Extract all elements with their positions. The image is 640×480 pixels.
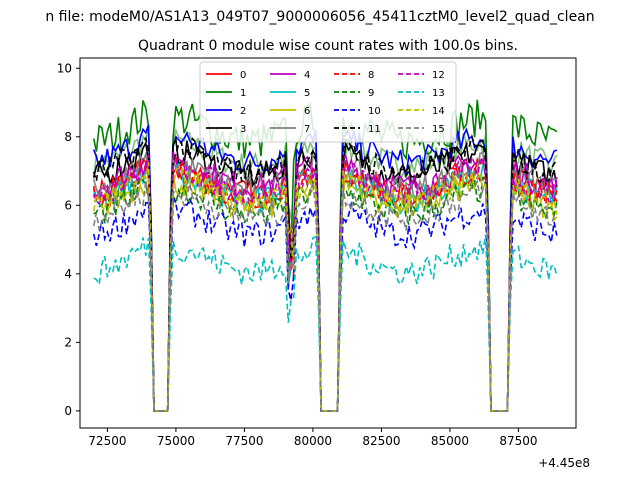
series-line-14 [92, 162, 558, 412]
series-line-15 [92, 179, 558, 412]
legend-label-5: 5 [304, 88, 310, 99]
legend-label-13: 13 [432, 88, 445, 99]
legend-label-14: 14 [432, 106, 445, 117]
x-tick-label: 82500 [362, 434, 400, 448]
x-tick-label: 72500 [88, 434, 126, 448]
x-tick-label: 80000 [294, 434, 332, 448]
y-tick-label: 8 [64, 130, 72, 144]
x-axis-offset-label: +4.45e8 [538, 456, 590, 470]
legend-label-3: 3 [240, 124, 246, 135]
legend-label-10: 10 [368, 106, 381, 117]
legend-label-2: 2 [240, 106, 246, 117]
y-tick-label: 2 [64, 335, 72, 349]
series-layer [92, 99, 558, 412]
legend-box [199, 61, 457, 143]
chart-title: Quadrant 0 module wise count rates with … [138, 38, 518, 54]
legend-label-11: 11 [368, 124, 381, 135]
legend-label-9: 9 [368, 88, 374, 99]
series-line-8 [92, 157, 558, 412]
x-axis: 72500 75000 77500 80000 82500 85000 87500 [88, 428, 538, 448]
legend-label-7: 7 [304, 124, 310, 135]
legend-label-12: 12 [432, 70, 445, 81]
y-tick-label: 10 [57, 61, 72, 75]
legend-label-4: 4 [304, 70, 310, 81]
legend-label-0: 0 [240, 70, 246, 81]
chart-suptitle: n file: modeM0/AS1A13_049T07_9000006056_… [45, 9, 594, 25]
legend-label-6: 6 [304, 106, 310, 117]
plot-area-frame [79, 57, 577, 429]
series-line-13 [93, 234, 558, 412]
y-tick-label: 4 [64, 267, 72, 281]
y-tick-label: 0 [64, 404, 72, 418]
x-tick-label: 75000 [157, 434, 195, 448]
legend-label-1: 1 [240, 88, 246, 99]
x-tick-label: 85000 [431, 434, 469, 448]
y-tick-label: 6 [64, 198, 72, 212]
y-axis: 0 2 4 6 8 10 [57, 61, 80, 418]
x-tick-label: 77500 [225, 434, 263, 448]
legend-label-15: 15 [432, 124, 445, 135]
legend-label-8: 8 [368, 70, 374, 81]
x-tick-label: 87500 [499, 434, 537, 448]
